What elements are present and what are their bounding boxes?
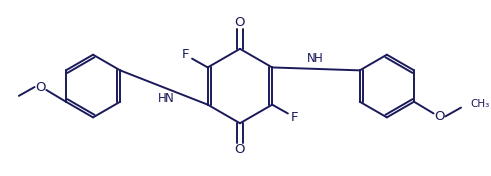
Text: O: O	[434, 110, 445, 123]
Text: N: N	[307, 52, 315, 65]
Text: N: N	[164, 92, 173, 105]
Text: F: F	[182, 48, 189, 61]
Text: O: O	[235, 143, 245, 156]
Text: H: H	[314, 52, 322, 65]
Text: O: O	[35, 81, 46, 93]
Text: CH₃: CH₃	[471, 99, 490, 109]
Text: H: H	[158, 92, 166, 105]
Text: F: F	[291, 111, 299, 124]
Text: O: O	[235, 16, 245, 29]
